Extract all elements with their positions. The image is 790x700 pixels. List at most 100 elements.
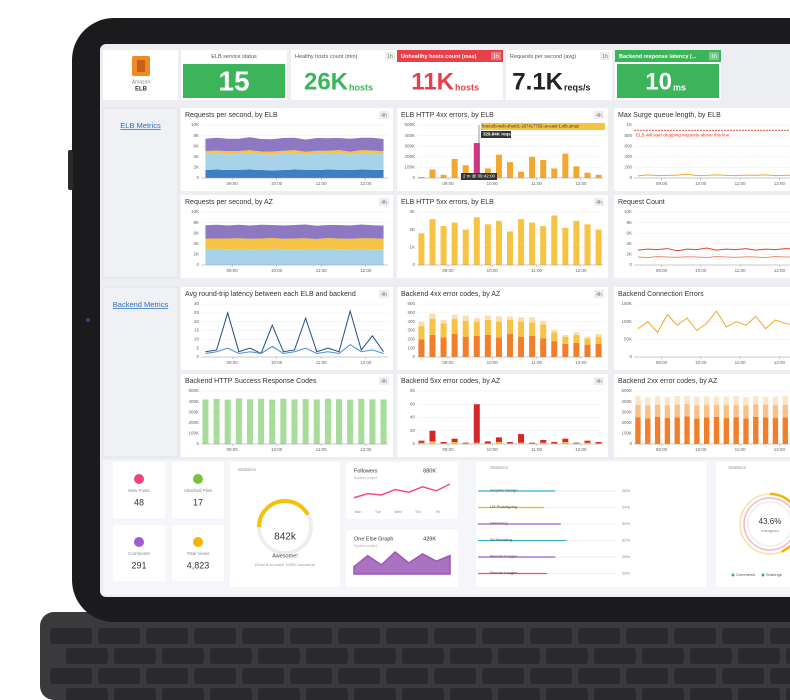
bar: [551, 168, 558, 178]
bar: [733, 404, 739, 418]
label: 12:00: [575, 447, 587, 452]
bar: [484, 315, 491, 320]
label: 4,823: [187, 560, 210, 570]
gauge-arc: [257, 499, 313, 555]
bar: [733, 417, 739, 444]
label: 842k: [274, 532, 297, 543]
label: 12:00: [575, 181, 587, 186]
label: 429K: [423, 536, 436, 542]
label: Amazon: [132, 79, 151, 85]
bar: [584, 442, 591, 444]
side-button: [68, 150, 73, 190]
keys: [50, 628, 790, 700]
bar: [573, 166, 580, 178]
bar: [418, 321, 425, 327]
label: Comments: [128, 551, 151, 556]
legend-dot: [731, 573, 735, 577]
bar: [440, 226, 447, 265]
label: 1h: [711, 54, 717, 60]
label: 0: [629, 175, 632, 180]
key: [242, 628, 284, 644]
key: [674, 668, 716, 684]
label: 200K: [188, 420, 199, 425]
label: 11:00: [531, 181, 542, 186]
bar: [484, 441, 491, 444]
bar: [506, 316, 514, 320]
bar: [540, 159, 547, 178]
bar: [782, 404, 788, 418]
key: [786, 688, 790, 700]
label: 10:00: [695, 268, 707, 273]
bar: [506, 231, 514, 265]
bar: [529, 443, 536, 444]
label: Avg round-trip latency between each ELB …: [185, 291, 356, 298]
label: 600: [407, 301, 415, 306]
label: 4h: [596, 113, 602, 119]
key: [290, 668, 332, 684]
line: [205, 344, 384, 354]
label[interactable]: ELB Metrics: [120, 121, 161, 130]
bar: [429, 313, 436, 320]
card: [172, 525, 224, 581]
label: 8K: [193, 220, 199, 225]
label: 10:00: [487, 181, 499, 186]
bar: [595, 334, 602, 337]
label: 200K: [621, 420, 632, 425]
bar: [495, 154, 502, 178]
label: Statistics: [238, 467, 257, 472]
bar: [429, 319, 436, 335]
label: 11:00: [316, 181, 327, 186]
section-sidebar: [102, 286, 179, 458]
label: 100K: [621, 319, 632, 324]
key: [66, 688, 108, 700]
bar: [451, 314, 458, 320]
bar: [473, 143, 480, 178]
label: 10: [194, 337, 200, 342]
graph-card: [397, 374, 608, 457]
label: ELB service status: [211, 54, 257, 60]
label: 400: [624, 154, 632, 159]
label: 12:00: [774, 181, 786, 186]
graph-card: [614, 287, 790, 370]
bar: [654, 404, 661, 417]
label: 09:00: [442, 360, 454, 365]
bar: [462, 336, 469, 357]
bar: [694, 396, 700, 406]
label: 24%: [622, 505, 630, 510]
label: 1h: [387, 54, 393, 60]
key: [306, 688, 348, 700]
bar: [753, 404, 759, 417]
bar: [462, 315, 469, 321]
bar: [429, 441, 436, 444]
bar: [562, 442, 569, 444]
label: 10K: [191, 122, 199, 127]
label: Statistics: [728, 465, 747, 470]
bar: [418, 233, 425, 265]
widget-card: [506, 50, 612, 100]
label: 4h: [596, 292, 602, 298]
widget-header: [397, 50, 503, 62]
key: [146, 628, 188, 644]
label[interactable]: Backend Metrics: [113, 300, 169, 309]
label: 400K: [404, 133, 415, 138]
bar: [473, 404, 480, 444]
key: [194, 668, 236, 684]
label: 200: [407, 337, 415, 342]
bar: [462, 165, 469, 178]
bar: [562, 334, 569, 337]
bar: [224, 399, 231, 444]
label: 10:00: [271, 268, 283, 273]
card: [113, 462, 165, 518]
label: 30%: [622, 521, 630, 526]
bar: [723, 418, 729, 444]
bar: [704, 417, 710, 444]
label: Request Count: [618, 199, 665, 206]
bar: [551, 443, 558, 444]
label: Backend 4xx error codes, by AZ: [401, 291, 501, 298]
card: [172, 462, 224, 518]
label: 2 m @ 09:42:00: [463, 174, 496, 179]
label: 11:00: [531, 447, 542, 452]
bar: [743, 397, 749, 406]
bar: [529, 156, 536, 178]
label: 09:00: [442, 181, 454, 186]
